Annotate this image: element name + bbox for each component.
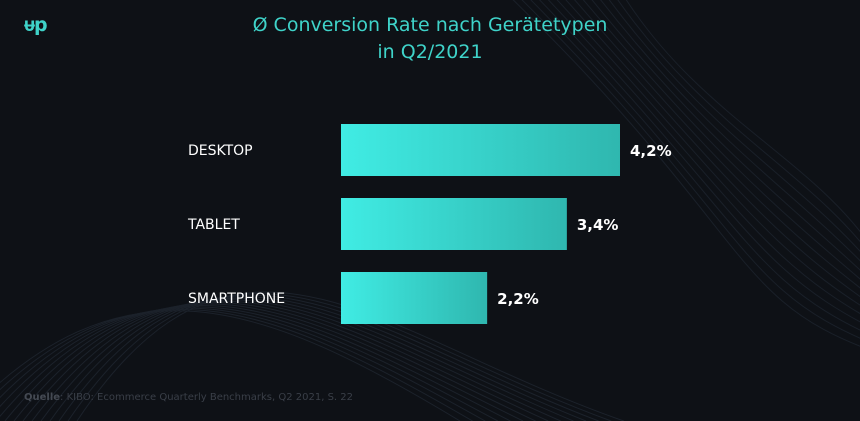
category-label-desktop: DESKTOP xyxy=(188,143,253,159)
background-line xyxy=(40,297,574,421)
background-line xyxy=(521,0,860,339)
source-text: : KIBO: Ecommerce Quarterly Benchmarks, … xyxy=(60,392,354,403)
bar-tablet xyxy=(341,198,567,250)
background-line xyxy=(565,0,860,298)
value-label-desktop: 4,2% xyxy=(630,142,672,160)
background-line xyxy=(31,299,561,421)
chart-title: Ø Conversion Rate nach Gerätetypen in Q2… xyxy=(0,12,860,66)
background-line xyxy=(58,294,599,421)
background-line xyxy=(0,304,511,421)
bar-smartphone xyxy=(341,272,488,324)
background-line xyxy=(591,0,860,271)
source-label: Quelle xyxy=(24,392,61,403)
background-line xyxy=(76,291,624,421)
background-line xyxy=(0,306,499,421)
background-line xyxy=(556,0,860,306)
background-line xyxy=(13,302,536,421)
background-line xyxy=(22,300,549,421)
source-note: Quelle: KIBO: Ecommerce Quarterly Benchm… xyxy=(24,392,353,403)
background-line xyxy=(538,0,860,323)
brand-logo: ᵾp xyxy=(24,14,48,36)
background-line xyxy=(0,307,486,421)
background-line xyxy=(617,0,860,243)
background-line xyxy=(625,0,860,233)
category-label-tablet: TABLET xyxy=(187,217,240,233)
background-line xyxy=(4,303,524,421)
chart-title-line-2: in Q2/2021 xyxy=(377,41,483,63)
background-line xyxy=(49,296,587,421)
background-line xyxy=(608,0,860,252)
background-line xyxy=(582,0,860,280)
background-line xyxy=(574,0,860,289)
background-line xyxy=(0,310,461,421)
background-line xyxy=(67,293,612,421)
value-label-tablet: 3,4% xyxy=(577,216,619,234)
background-line xyxy=(0,308,473,421)
value-label-smartphone: 2,2% xyxy=(497,290,539,308)
background-line xyxy=(512,0,860,347)
background-line xyxy=(600,0,860,262)
category-label-smartphone: SMARTPHONE xyxy=(188,291,285,307)
chart-title-line-1: Ø Conversion Rate nach Gerätetypen xyxy=(252,14,608,36)
bar-desktop xyxy=(341,124,620,176)
background-line xyxy=(530,0,860,331)
background-line xyxy=(547,0,860,315)
